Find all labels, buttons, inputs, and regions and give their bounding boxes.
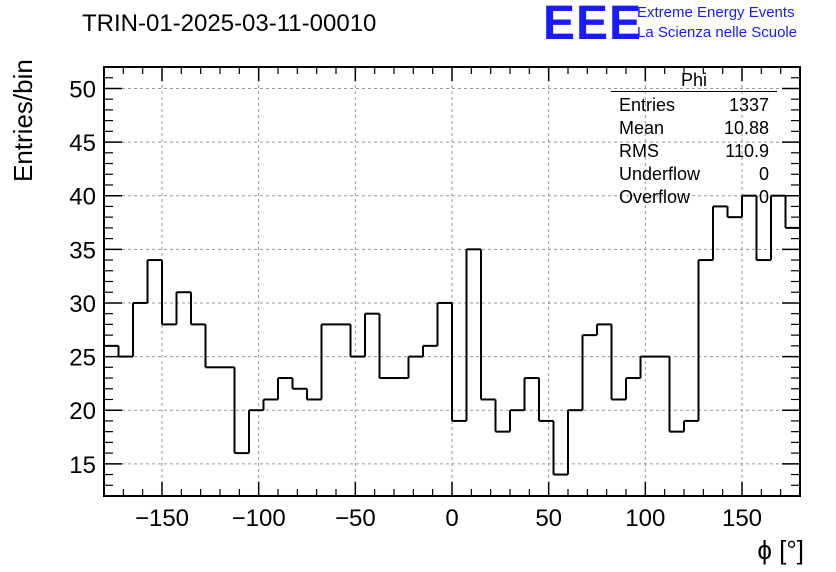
stats-label: Entries bbox=[619, 95, 676, 115]
x-tick-label: 0 bbox=[445, 505, 458, 532]
logo-caption-line2: La Scienza nelle Scuole bbox=[637, 24, 798, 41]
x-tick-label: −50 bbox=[335, 505, 376, 532]
x-tick-label: −150 bbox=[135, 505, 189, 532]
y-tick-label: 30 bbox=[69, 291, 96, 318]
stats-label: Overflow bbox=[619, 187, 691, 207]
y-axis-label: Entries/bin bbox=[8, 59, 38, 182]
x-tick-label: 50 bbox=[535, 505, 562, 532]
stats-label: Mean bbox=[619, 118, 665, 138]
stats-row-underflow: Underflow 0 bbox=[611, 163, 777, 186]
y-tick-label: 25 bbox=[69, 345, 96, 372]
y-tick-label: 40 bbox=[69, 184, 96, 211]
stats-title: Phi bbox=[611, 70, 777, 92]
y-tick-label: 20 bbox=[69, 398, 96, 425]
stats-value: 0 bbox=[758, 187, 769, 207]
y-tick-label: 45 bbox=[69, 130, 96, 157]
x-tick-label: −100 bbox=[232, 505, 286, 532]
chart-title: TRIN-01-2025-03-11-00010 bbox=[82, 10, 377, 37]
stats-label: Underflow bbox=[619, 164, 701, 184]
axis-ticks bbox=[103, 66, 801, 496]
stats-box: Phi Entries 1337 Mean 10.88 RMS 110.9 Un… bbox=[611, 70, 777, 209]
stats-value: 1337 bbox=[728, 95, 769, 115]
stats-label: RMS bbox=[619, 141, 659, 161]
logo-caption-line1: Extreme Energy Events bbox=[637, 4, 795, 21]
stats-row-mean: Mean 10.88 bbox=[611, 117, 777, 140]
stats-value: 0 bbox=[758, 164, 769, 184]
stats-value: 10.88 bbox=[723, 118, 769, 138]
y-tick-label: 50 bbox=[69, 76, 96, 103]
x-axis-label: ϕ [°] bbox=[757, 535, 804, 565]
stats-value: 110.9 bbox=[725, 141, 769, 161]
stats-row-rms: RMS 110.9 bbox=[611, 140, 777, 163]
histogram-bars bbox=[104, 194, 800, 476]
logo-caption: Extreme Energy Events La Scienza nelle S… bbox=[637, 3, 797, 43]
stats-row-entries: Entries 1337 bbox=[611, 94, 777, 117]
tick-labels: −150 −100 −50 0 50 100 150 15 20 25 30 35 40 45 50 bbox=[69, 76, 762, 532]
x-tick-label: 150 bbox=[722, 505, 762, 532]
y-tick-label: 15 bbox=[69, 452, 96, 479]
eee-logo: EEE bbox=[543, 0, 643, 50]
x-tick-label: 100 bbox=[625, 505, 665, 532]
stats-row-overflow: Overflow 0 bbox=[611, 186, 777, 209]
y-tick-label: 35 bbox=[69, 237, 96, 264]
